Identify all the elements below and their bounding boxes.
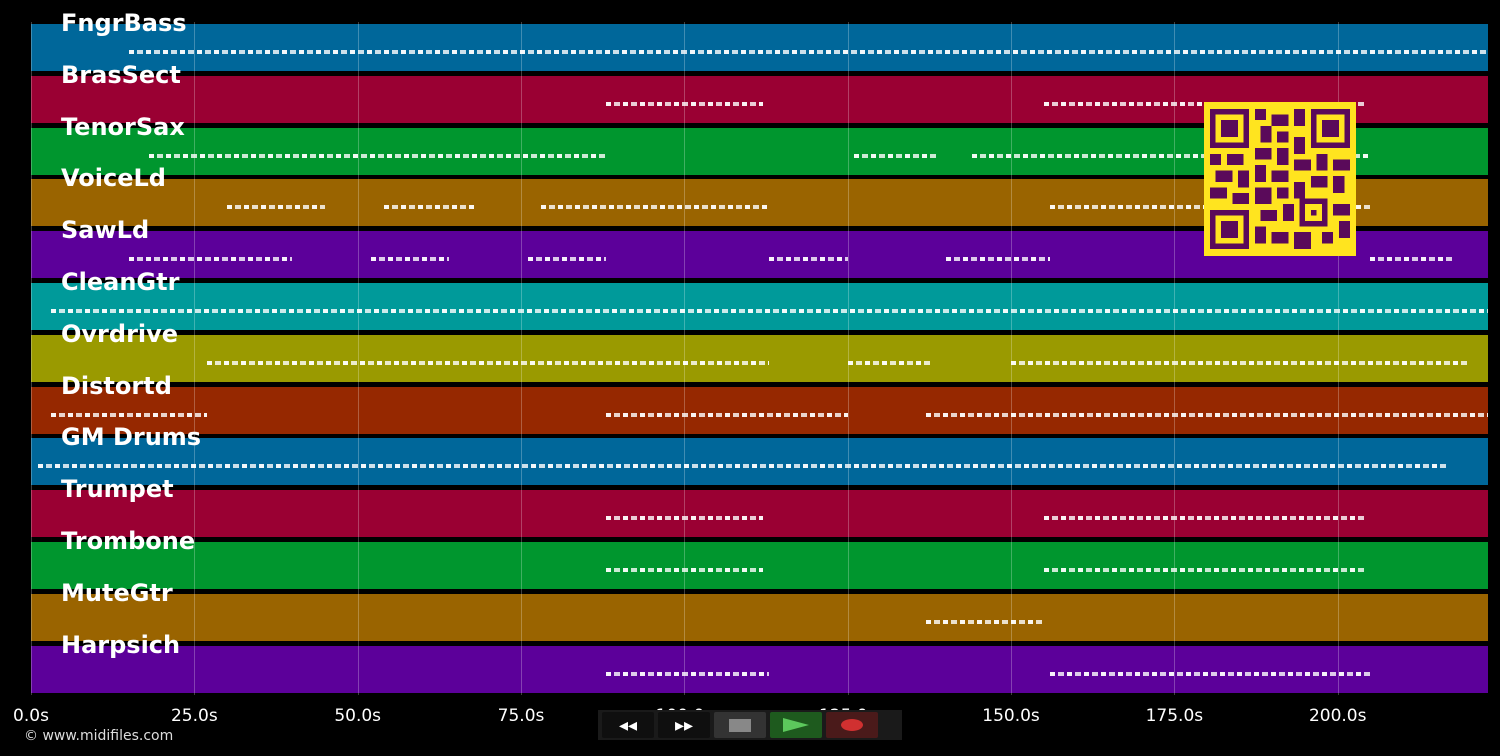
note-region bbox=[129, 50, 1488, 54]
track-band[interactable] bbox=[31, 333, 1488, 383]
fast-forward-button[interactable]: ▸▸ bbox=[658, 712, 710, 738]
time-tick-label: 0.0s bbox=[13, 706, 49, 726]
note-region bbox=[945, 257, 1051, 262]
track-band[interactable] bbox=[31, 385, 1488, 435]
time-tick-label: 200.0s bbox=[1308, 706, 1367, 726]
track-band[interactable] bbox=[31, 541, 1488, 590]
note-region bbox=[207, 360, 770, 365]
note-region bbox=[1370, 257, 1456, 262]
qr-code-graphic bbox=[1210, 109, 1350, 249]
track-label: GM Drums bbox=[61, 423, 202, 452]
note-region bbox=[370, 257, 450, 262]
note-region bbox=[540, 205, 770, 210]
note-region bbox=[1050, 671, 1371, 676]
note-region bbox=[926, 619, 1044, 624]
note-region bbox=[1011, 360, 1469, 365]
stop-button[interactable] bbox=[714, 712, 766, 738]
track-label: Trombone bbox=[61, 527, 196, 555]
note-region bbox=[37, 464, 1449, 469]
record-icon bbox=[841, 719, 863, 731]
note-region bbox=[769, 257, 848, 262]
transport-controls: ◂◂ ▸▸ bbox=[598, 710, 902, 740]
time-tick-label: 50.0s bbox=[334, 706, 382, 726]
gridline bbox=[1337, 22, 1339, 695]
note-region bbox=[50, 412, 208, 417]
stop-icon bbox=[729, 718, 751, 732]
track-label: SawLd bbox=[61, 216, 150, 245]
note-region bbox=[605, 412, 848, 417]
track-band[interactable] bbox=[31, 282, 1488, 331]
gridline bbox=[357, 22, 359, 695]
note-region bbox=[605, 671, 770, 676]
gridline bbox=[194, 22, 196, 695]
gridline bbox=[521, 22, 523, 695]
gridline bbox=[1174, 22, 1176, 695]
play-icon bbox=[783, 718, 809, 732]
track-band[interactable] bbox=[31, 489, 1488, 539]
note-region bbox=[605, 101, 763, 106]
track-label: FngrBass bbox=[61, 9, 187, 37]
time-tick-label: 150.0s bbox=[982, 706, 1040, 726]
track-band[interactable] bbox=[31, 592, 1488, 642]
note-region bbox=[847, 360, 933, 365]
note-region bbox=[926, 412, 1488, 417]
track-label: Trumpet bbox=[61, 475, 174, 504]
note-region bbox=[227, 205, 325, 210]
time-tick-label: 175.0s bbox=[1145, 706, 1204, 726]
gridline bbox=[684, 22, 686, 695]
note-region bbox=[854, 153, 940, 158]
gridline bbox=[31, 22, 32, 695]
rewind-button[interactable]: ◂◂ bbox=[602, 712, 654, 738]
track-label: Distortd bbox=[61, 371, 172, 400]
play-button[interactable] bbox=[770, 712, 822, 738]
note-region bbox=[50, 309, 1488, 313]
note-region bbox=[971, 153, 1371, 158]
track-label: Harpsich bbox=[61, 630, 181, 659]
track-label: BrasSect bbox=[61, 60, 181, 89]
track-band[interactable] bbox=[31, 437, 1488, 487]
time-tick-label: 25.0s bbox=[170, 706, 218, 726]
fast-forward-icon: ▸▸ bbox=[674, 714, 694, 736]
record-button[interactable] bbox=[826, 712, 878, 738]
track-label: Ovrdrive bbox=[61, 319, 179, 348]
gridline bbox=[1011, 22, 1013, 695]
qr-code bbox=[1204, 102, 1356, 256]
track-label: MuteGtr bbox=[61, 578, 173, 607]
track-label: CleanGtr bbox=[61, 268, 180, 296]
rewind-icon: ◂◂ bbox=[618, 714, 638, 736]
track-label: VoiceLd bbox=[61, 164, 166, 193]
note-region bbox=[605, 516, 763, 521]
track-label: TenorSax bbox=[61, 112, 185, 141]
note-region bbox=[383, 205, 476, 210]
gridline bbox=[847, 22, 849, 695]
note-region bbox=[605, 568, 763, 572]
track-band[interactable] bbox=[31, 644, 1488, 694]
track-band[interactable] bbox=[31, 23, 1488, 72]
time-tick-label: 75.0s bbox=[497, 706, 545, 726]
note-region bbox=[1043, 568, 1364, 572]
copyright-text: © www.midifiles.com bbox=[24, 728, 174, 744]
note-region bbox=[148, 153, 606, 158]
note-region bbox=[1043, 516, 1364, 521]
note-region bbox=[527, 257, 606, 262]
note-region bbox=[129, 257, 293, 262]
note-region bbox=[1043, 101, 1364, 106]
